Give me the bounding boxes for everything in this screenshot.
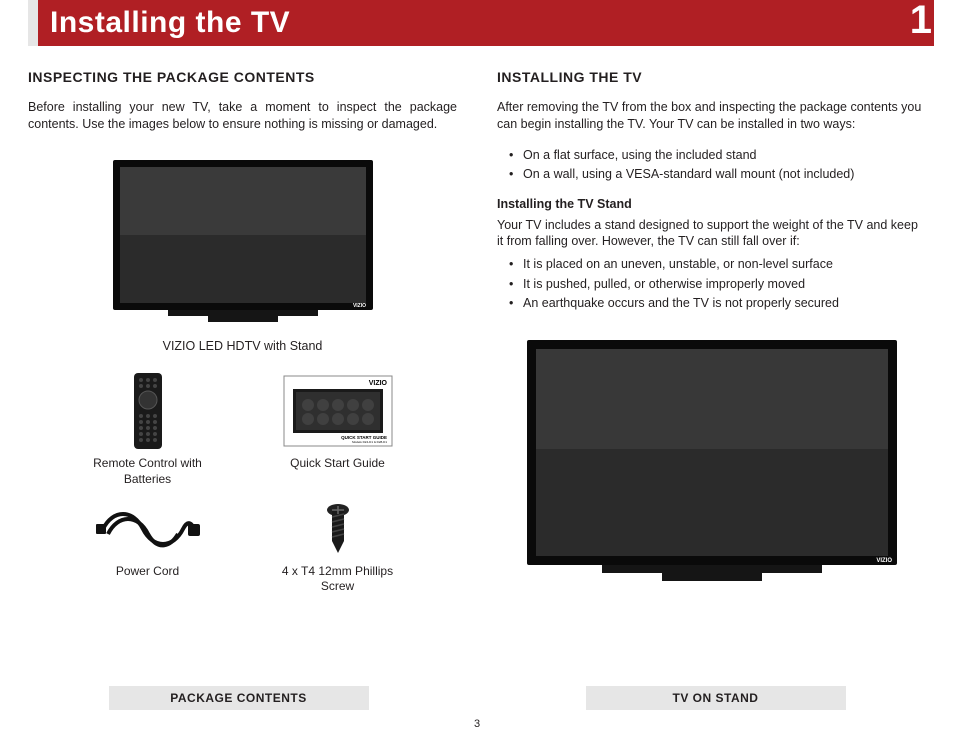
chapter-header: Installing the TV 1 [0,0,954,46]
page-number: 3 [0,718,954,730]
list-item: On a wall, using a VESA-standard wall mo… [523,166,926,184]
guide-item: VIZIO QUICK START GUIDE Models D24-D1 & … [268,372,408,487]
section-heading: INSPECTING THE PACKAGE CONTENTS [28,68,457,87]
screw-label: 4 x T4 12mm Phillips Screw [268,564,408,595]
list-item: It is pushed, pulled, or otherwise impro… [523,276,926,294]
footer-label-left: PACKAGE CONTENTS [109,686,369,710]
list-item: An earthquake occurs and the TV is not p… [523,295,926,313]
section-heading: INSTALLING THE TV [497,68,926,87]
svg-text:VIZIO: VIZIO [368,380,387,387]
remote-item: Remote Control with Batteries [78,372,218,487]
subheading: Installing the TV Stand [497,196,926,213]
intro-paragraph: Before installing your new TV, take a mo… [28,99,457,133]
remote-icon [78,372,218,450]
risk-list: It is placed on an uneven, unstable, or … [497,256,926,313]
footer-label-right: TV ON STAND [586,686,846,710]
guide-icon: VIZIO QUICK START GUIDE Models D24-D1 & … [268,372,408,450]
footer-labels: PACKAGE CONTENTS TV ON STAND [0,686,954,710]
tv-on-stand-image: VIZIO [522,335,902,590]
list-item: It is placed on an uneven, unstable, or … [523,256,926,274]
right-column: INSTALLING THE TV After removing the TV … [497,68,926,601]
install-ways-list: On a flat surface, using the included st… [497,147,926,184]
tv-image: VIZIO [108,155,378,330]
svg-text:Models D24-D1 & D28-D1: Models D24-D1 & D28-D1 [352,440,387,444]
cord-item: Power Cord [78,500,218,595]
screw-icon [268,500,408,558]
power-cord-icon [78,500,218,558]
screw-item: 4 x T4 12mm Phillips Screw [268,500,408,595]
list-item: On a flat surface, using the included st… [523,147,926,165]
chapter-number: 1 [910,0,932,43]
paragraph: After removing the TV from the box and i… [497,99,926,133]
svg-text:VIZIO: VIZIO [352,303,365,309]
cord-label: Power Cord [78,564,218,580]
remote-label: Remote Control with Batteries [78,456,218,487]
guide-label: Quick Start Guide [268,456,408,472]
tv-label: VIZIO LED HDTV with Stand [28,338,457,355]
paragraph: Your TV includes a stand designed to sup… [497,217,926,251]
page-title: Installing the TV [50,6,290,40]
svg-text:VIZIO: VIZIO [876,558,892,564]
left-column: INSPECTING THE PACKAGE CONTENTS Before i… [28,68,457,601]
